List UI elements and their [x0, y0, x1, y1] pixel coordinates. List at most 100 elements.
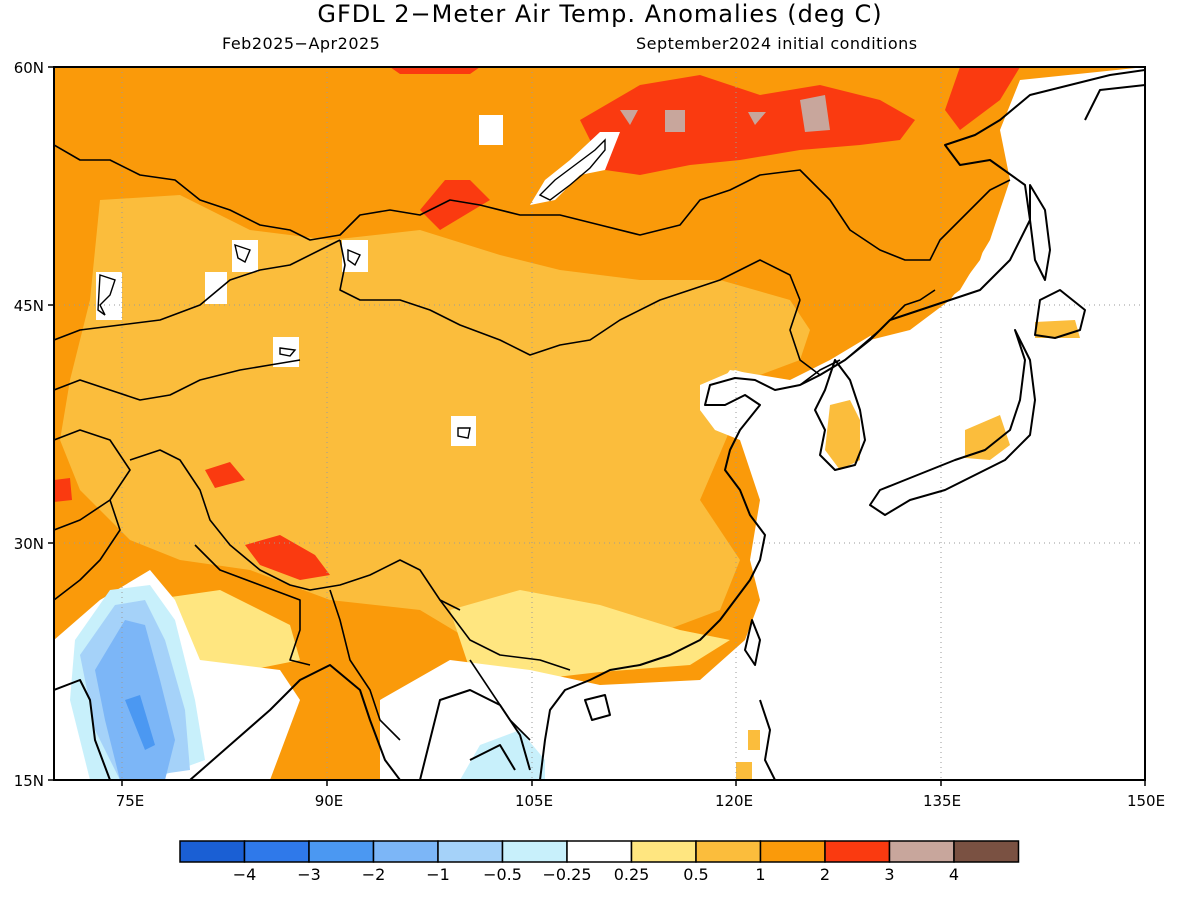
lat-label: 30N [14, 535, 44, 553]
anomaly-region-siberia-coast [870, 67, 1020, 340]
colorbar-label: −2 [362, 865, 386, 884]
border-kazakhstan [54, 239, 341, 341]
anomaly-patch-japan [965, 415, 1010, 460]
lake-mask-baikal [530, 132, 620, 205]
lon-label: 150E [1127, 792, 1165, 810]
colorbar-swatch [501, 840, 568, 863]
coast-east-asia [539, 69, 1145, 780]
forecast-period: Feb2025−Apr2025 [222, 34, 381, 53]
anomaly-region-warm-tarim [205, 462, 245, 488]
lake-outlines [97, 138, 606, 439]
colorbar-swatch [372, 840, 439, 863]
map-frame [53, 66, 1146, 781]
lake-qinghai-outline [457, 427, 471, 439]
colorbar-swatch [824, 840, 891, 863]
colorbar-swatch [888, 840, 955, 863]
colorbar-label: −3 [297, 865, 321, 884]
border-mongolia-china [339, 239, 801, 356]
coast-kamchatka [1084, 84, 1145, 121]
anomaly-region-warm-far-east [945, 67, 1020, 130]
lake-mask-qinghai [451, 416, 476, 446]
lake-zaysan-outline [347, 248, 361, 267]
lat-label: 60N [14, 59, 44, 77]
lon-label: 120E [715, 792, 753, 810]
axis-ticks [48, 66, 1146, 786]
colorbar-label: −4 [233, 865, 257, 884]
anomaly-region-warm-west [54, 478, 72, 502]
anomaly-region-1to2 [60, 195, 810, 650]
border-russia [54, 144, 1011, 261]
lake-mask-khuvsgul [479, 115, 503, 145]
border-china-east [789, 289, 936, 376]
colorbar-label: 1 [755, 865, 765, 884]
colorbar-swatch [308, 840, 375, 863]
coast-indochina [419, 689, 531, 780]
colorbar [179, 840, 1020, 863]
colorbar-swatch [953, 840, 1020, 863]
border-afghanistan [54, 429, 131, 531]
colorbar-label: −0.25 [542, 865, 591, 884]
colorbar-swatch [243, 840, 310, 863]
border-laos-vietnam [469, 659, 531, 741]
colorbar-swatch [437, 840, 504, 863]
colorbar-swatch [759, 840, 826, 863]
lon-label: 135E [923, 792, 961, 810]
coast-hokkaido [1034, 289, 1086, 339]
colorbar-label: −0.5 [483, 865, 522, 884]
border-himalaya [129, 449, 461, 611]
lat-label: 15N [14, 772, 44, 790]
anomaly-region-warm-siberia [580, 75, 915, 175]
lon-label: 90E [315, 792, 344, 810]
coast-india [54, 679, 111, 780]
ocean-mask-bohai [700, 370, 790, 440]
coast-gulf-of-thailand [469, 744, 516, 771]
lake-mask-zaysan [342, 240, 368, 272]
lake-baikal-outline [538, 138, 606, 201]
anomaly-region-warm-tibet [245, 535, 330, 580]
colorbar-labels: −4 −3 −2 −1 −0.5 −0.25 0.25 0.5 1 2 3 4 [233, 865, 959, 884]
coast-sakhalin [1029, 184, 1051, 281]
colorbar-label: 2 [820, 865, 830, 884]
border-indochina-china [439, 599, 571, 671]
anomaly-field [54, 67, 1145, 780]
colorbar-label: 4 [949, 865, 959, 884]
lat-labels: 60N 45N 30N 15N [14, 59, 44, 790]
coast-bay-of-bengal [189, 664, 401, 780]
anomaly-patch-korea [825, 400, 860, 470]
border-india-nepal [194, 544, 311, 666]
colorbar-label: 3 [884, 865, 894, 884]
border-central-asia [54, 359, 301, 401]
colorbar-swatch [695, 840, 762, 863]
coast-korea [814, 359, 866, 471]
lon-label: 105E [515, 792, 553, 810]
colorbar-label: 0.25 [614, 865, 650, 884]
colorbar-swatch [630, 840, 697, 863]
anomaly-spot-3to4-d [748, 112, 766, 125]
coastlines [54, 69, 1145, 780]
anomaly-spot-3to4-a [800, 95, 830, 132]
anomaly-region-cool-indochina [460, 730, 545, 780]
lake-balkhash-outline [234, 243, 251, 264]
border-korea-china [799, 359, 841, 386]
colorbar-swatch [566, 840, 633, 863]
anomaly-region-warm-top [390, 67, 480, 74]
colorbar-swatch [179, 840, 246, 863]
coast-taiwan [744, 619, 761, 666]
lat-label: 45N [14, 297, 44, 315]
lon-label: 75E [116, 792, 145, 810]
lake-mask-aral [205, 272, 227, 304]
anomaly-spot-3to4-b [665, 110, 685, 132]
map-title: GFDL 2−Meter Air Temp. Anomalies (deg C) [317, 0, 883, 28]
lake-caspian-outline [97, 274, 116, 316]
anomaly-patch-philippines [736, 762, 752, 780]
graticule [54, 67, 1145, 780]
anomaly-region-warm-altai [420, 180, 490, 230]
anomaly-region-cool-core [125, 695, 155, 750]
borders [54, 144, 1011, 741]
colorbar-label: −1 [426, 865, 450, 884]
colorbar-label: 0.5 [683, 865, 708, 884]
anomaly-spot-3to4-c [620, 110, 638, 125]
border-myanmar [329, 589, 401, 741]
lake-issyk-outline [279, 347, 297, 357]
